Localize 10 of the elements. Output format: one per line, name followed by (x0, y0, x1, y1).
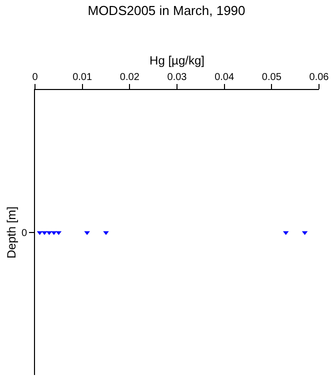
x-tick-label: 0.05 (262, 72, 282, 83)
x-tick-label: 0.02 (120, 72, 140, 83)
x-tick-label: 0.01 (72, 72, 92, 83)
x-tick-label: 0.06 (309, 72, 330, 83)
x-tick-label: 0.03 (167, 72, 188, 83)
x-tick-label: 0 (32, 72, 38, 83)
y-axis-title: Depth [m] (4, 206, 19, 259)
chart-title: MODS2005 in March, 1990 (88, 2, 246, 18)
x-tick-label: 0.04 (214, 72, 234, 83)
x-axis-title: Hg [µg/kg] (150, 53, 204, 68)
